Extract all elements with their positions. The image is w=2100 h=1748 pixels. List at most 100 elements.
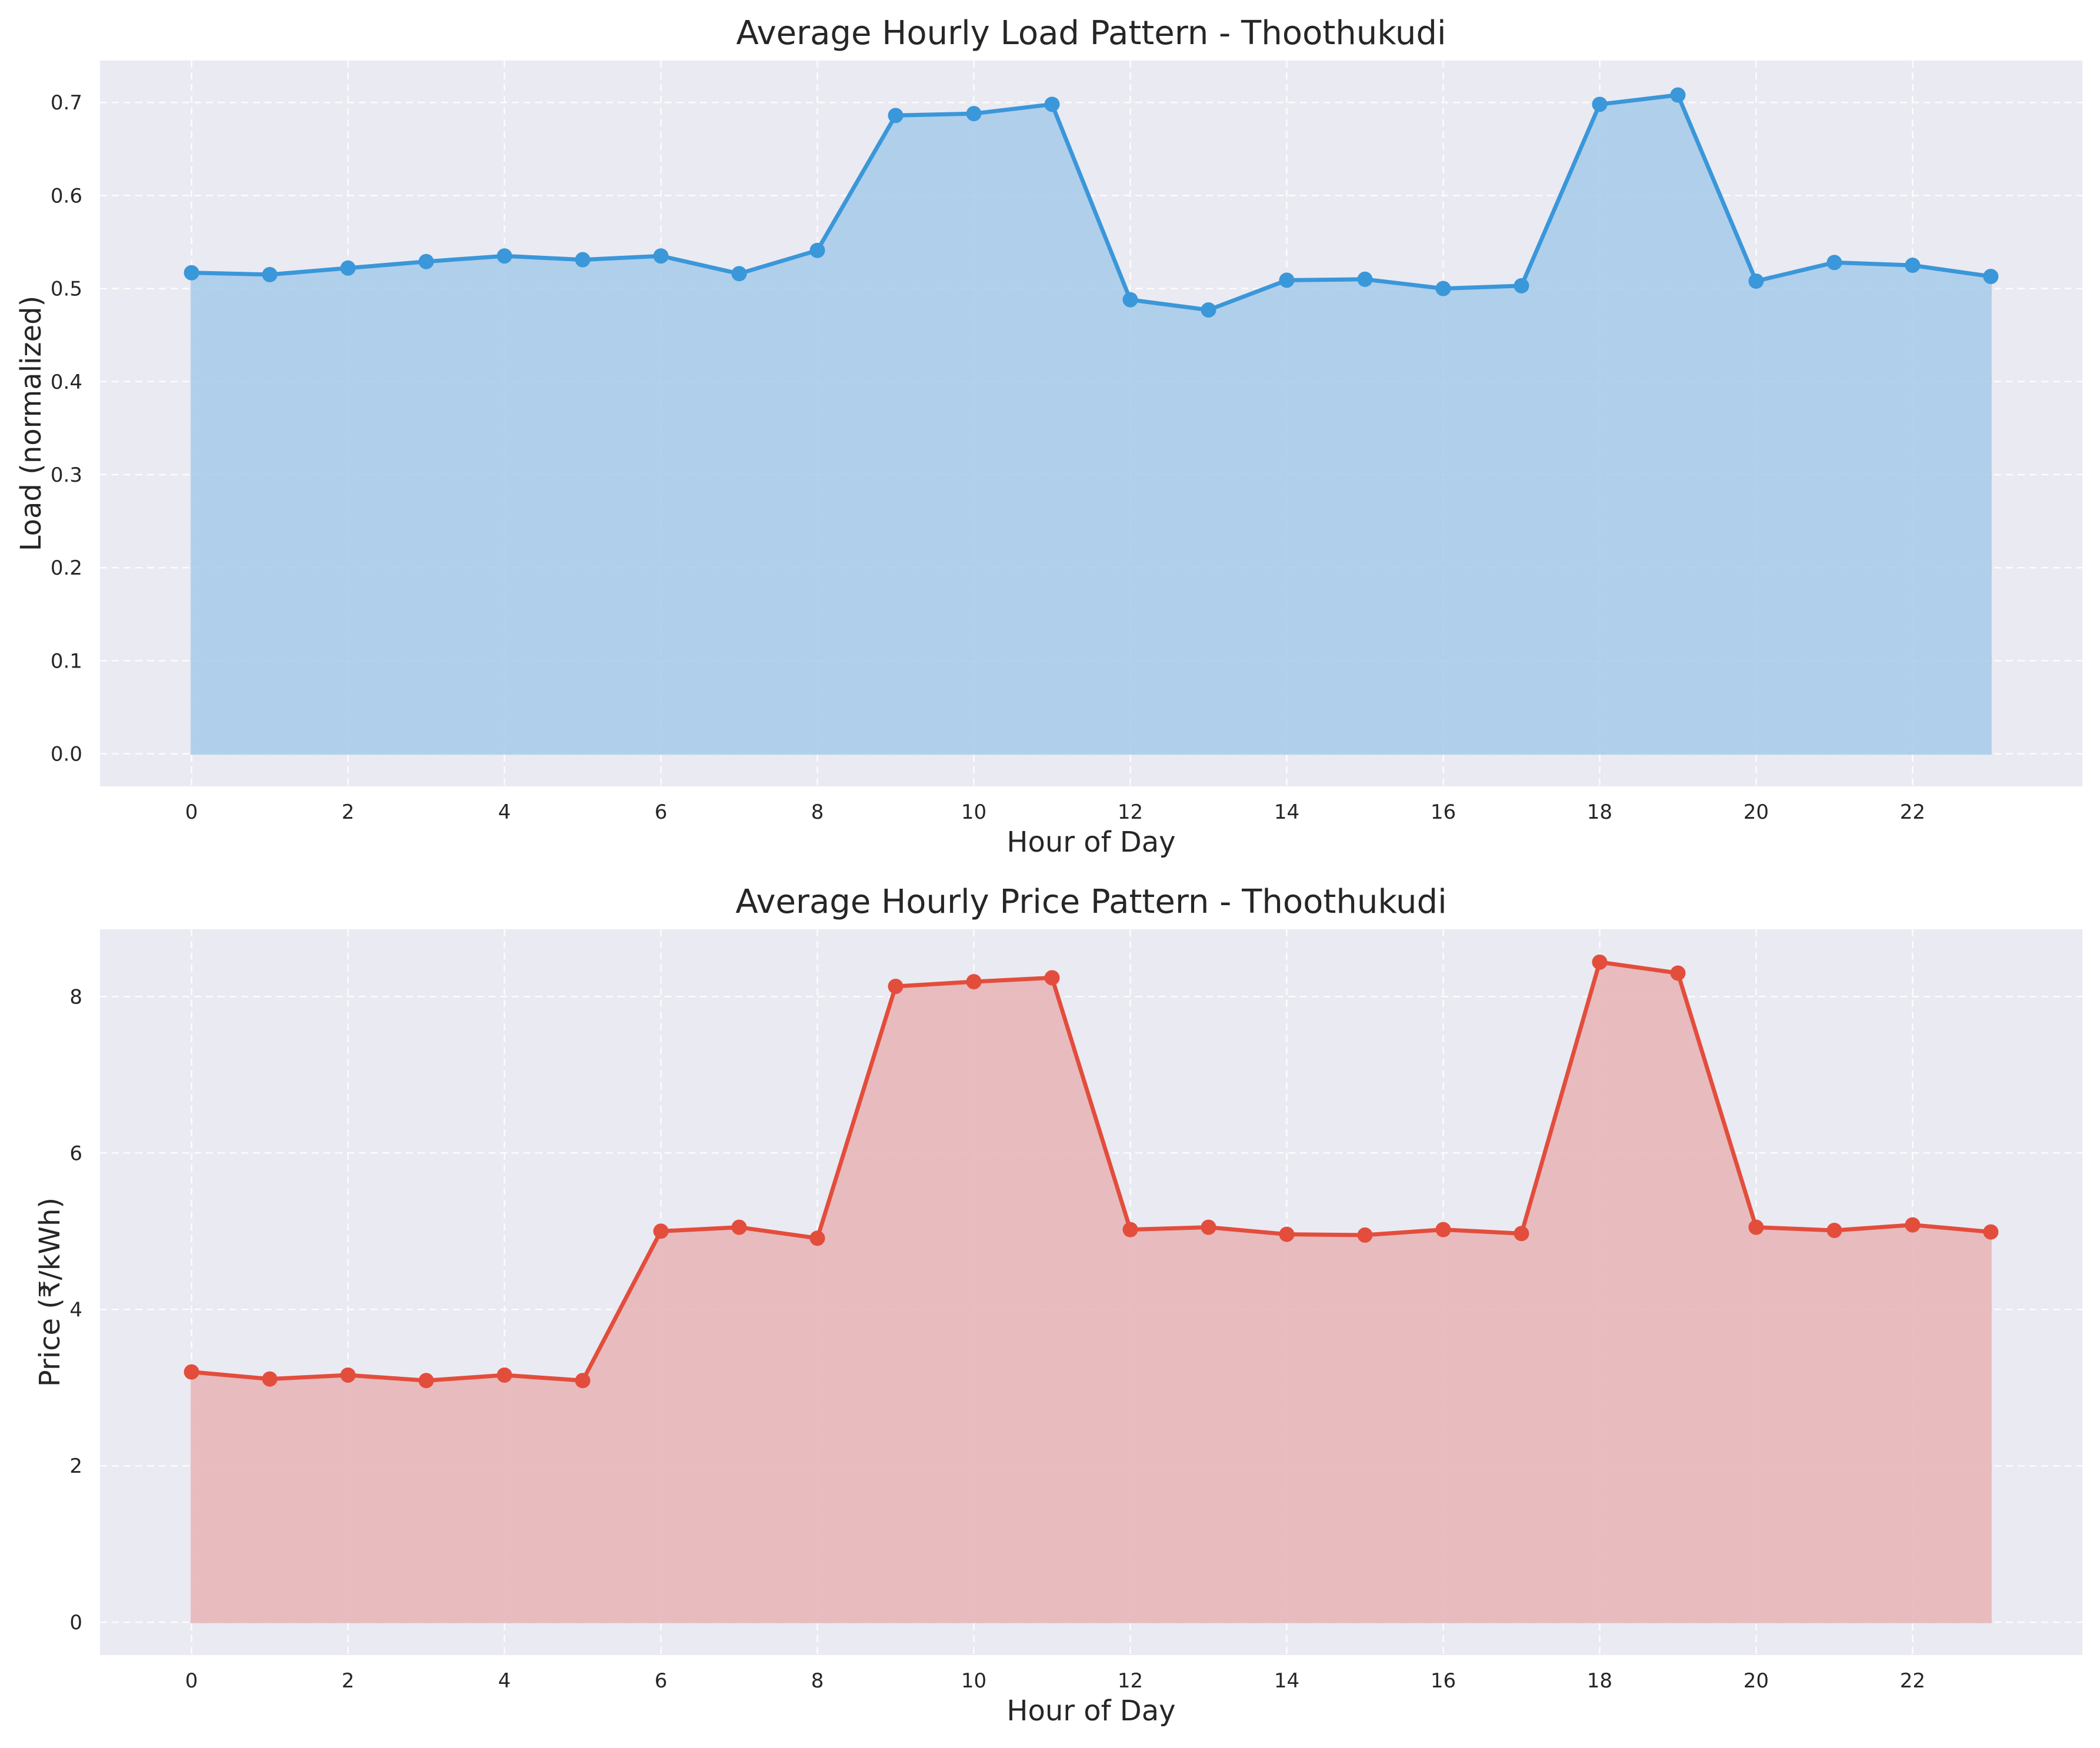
load-series-line (191, 93, 1991, 312)
load-point-14 (1279, 272, 1295, 288)
price-x-tick-11: 22 (1900, 1669, 1925, 1693)
price-point-8 (809, 1230, 825, 1246)
price-y-ticks: 0 2 4 6 8 (69, 985, 82, 1634)
price-point-21 (1826, 1222, 1842, 1238)
price-point-6 (653, 1223, 669, 1239)
load-point-1 (262, 266, 278, 282)
price-point-1 (262, 1371, 278, 1387)
price-x-tick-5: 10 (961, 1669, 986, 1693)
load-x-tick-8: 16 (1431, 800, 1456, 824)
load-point-5 (575, 252, 591, 268)
load-y-tick-3: 0.3 (51, 463, 82, 487)
price-x-tick-2: 4 (498, 1669, 511, 1693)
load-point-9 (888, 108, 904, 124)
price-x-tick-9: 18 (1587, 1669, 1612, 1693)
load-point-17 (1514, 278, 1529, 293)
price-x-tick-10: 20 (1744, 1669, 1769, 1693)
load-y-tick-2: 0.2 (51, 556, 82, 580)
price-y-tick-4: 8 (69, 985, 82, 1009)
load-x-tick-10: 20 (1744, 800, 1769, 824)
price-x-tick-8: 16 (1431, 1669, 1456, 1693)
load-x-tick-0: 0 (185, 800, 198, 824)
load-point-3 (418, 253, 434, 269)
price-point-18 (1592, 954, 1608, 970)
price-chart: 0 2 4 6 8 10 12 14 16 18 20 22 0 2 4 6 8 Average Hourly… (34, 883, 2082, 1727)
price-point-17 (1514, 1226, 1529, 1242)
price-point-12 (1122, 1222, 1138, 1237)
load-x-tick-3: 6 (655, 800, 668, 824)
load-y-tick-5: 0.5 (51, 278, 82, 301)
price-y-tick-1: 2 (69, 1455, 82, 1478)
load-point-13 (1201, 302, 1216, 318)
price-chart-title: Average Hourly Price Pattern - Thoothuku… (735, 883, 1446, 921)
load-y-tick-0: 0.0 (51, 743, 82, 766)
load-point-7 (731, 266, 747, 282)
load-point-12 (1122, 292, 1138, 308)
load-point-2 (340, 260, 356, 276)
load-y-tick-7: 0.7 (51, 91, 82, 115)
load-chart-title: Average Hourly Load Pattern - Thoothukud… (736, 14, 1446, 52)
load-point-8 (809, 242, 825, 258)
price-point-0 (184, 1364, 199, 1380)
price-point-23 (1983, 1224, 1999, 1240)
load-y-tick-6: 0.6 (51, 184, 82, 208)
load-x-ticks: 0 2 4 6 8 10 12 14 16 18 20 22 (185, 800, 1925, 824)
price-x-tick-3: 6 (655, 1669, 668, 1693)
price-point-15 (1357, 1227, 1373, 1243)
load-x-tick-2: 4 (498, 800, 511, 824)
load-point-6 (653, 248, 669, 264)
load-x-axis-label: Hour of Day (1006, 826, 1175, 859)
load-x-tick-5: 10 (961, 800, 986, 824)
load-point-10 (966, 106, 982, 122)
load-point-22 (1905, 258, 1921, 273)
price-x-tick-6: 12 (1118, 1669, 1143, 1693)
price-point-16 (1435, 1222, 1451, 1237)
load-point-21 (1826, 255, 1842, 271)
price-x-ticks: 0 2 4 6 8 10 12 14 16 18 20 22 (185, 1669, 1925, 1693)
price-point-11 (1044, 970, 1060, 986)
load-y-axis-label: Load (normalized) (15, 296, 48, 552)
price-point-3 (418, 1373, 434, 1389)
price-point-22 (1905, 1217, 1921, 1233)
price-point-7 (731, 1219, 747, 1235)
price-point-19 (1670, 965, 1686, 981)
load-point-19 (1670, 87, 1686, 103)
load-point-23 (1983, 269, 1999, 285)
price-point-5 (575, 1373, 591, 1389)
load-point-0 (184, 265, 199, 281)
price-y-tick-3: 6 (69, 1142, 82, 1165)
price-x-tick-4: 8 (811, 1669, 824, 1693)
load-y-tick-4: 0.4 (51, 371, 82, 394)
price-x-tick-0: 0 (185, 1669, 198, 1693)
load-x-tick-6: 12 (1118, 800, 1143, 824)
price-points (184, 954, 1999, 1389)
load-y-ticks: 0.0 0.1 0.2 0.3 0.4 0.5 0.6 0.7 (51, 91, 82, 766)
price-series-line (191, 960, 1991, 1383)
price-x-axis-label: Hour of Day (1006, 1694, 1175, 1727)
load-point-20 (1748, 273, 1764, 289)
price-y-tick-2: 4 (69, 1298, 82, 1322)
load-point-4 (496, 248, 512, 264)
price-x-tick-1: 2 (342, 1669, 355, 1693)
load-y-tick-1: 0.1 (51, 649, 82, 673)
load-point-16 (1435, 281, 1451, 296)
price-point-2 (340, 1367, 356, 1383)
load-point-11 (1044, 96, 1060, 112)
load-x-tick-4: 8 (811, 800, 824, 824)
price-point-14 (1279, 1226, 1295, 1242)
load-chart: 0 2 4 6 8 10 12 14 16 18 20 22 0.00.10.20.30.40.50.… (15, 14, 2082, 859)
price-point-13 (1201, 1219, 1216, 1235)
load-points (184, 87, 1999, 318)
price-y-tick-0: 0 (69, 1611, 82, 1634)
price-x-tick-7: 14 (1274, 1669, 1299, 1693)
price-point-4 (496, 1367, 512, 1383)
price-point-10 (966, 974, 982, 990)
load-point-15 (1357, 271, 1373, 287)
load-x-tick-11: 22 (1900, 800, 1925, 824)
price-y-axis-label: Price (₹/kWh) (34, 1197, 66, 1387)
load-x-tick-9: 18 (1587, 800, 1612, 824)
load-x-tick-7: 14 (1274, 800, 1299, 824)
price-point-20 (1748, 1219, 1764, 1235)
load-x-tick-1: 2 (342, 800, 355, 824)
